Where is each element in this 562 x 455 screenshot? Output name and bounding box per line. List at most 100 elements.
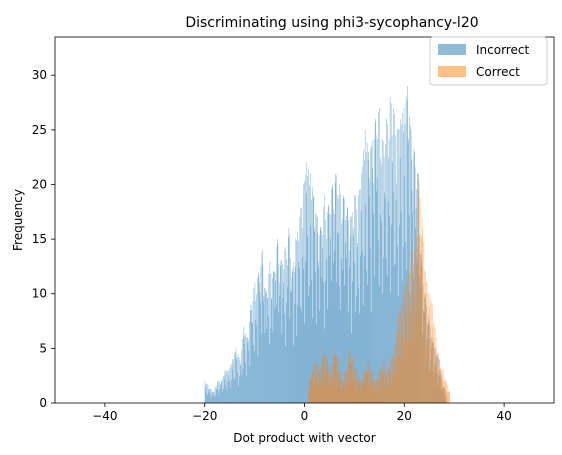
bar-correct — [410, 249, 412, 403]
bar-incorrect — [207, 395, 208, 403]
bar-incorrect — [233, 359, 234, 403]
bar-correct — [381, 376, 382, 403]
bar-incorrect — [268, 315, 269, 403]
bar-correct — [387, 386, 388, 403]
bar-correct — [432, 304, 433, 403]
bar-incorrect — [239, 375, 240, 403]
bar-incorrect — [233, 378, 235, 403]
bar-incorrect — [359, 313, 360, 403]
bar-correct — [440, 368, 441, 403]
bar-incorrect — [234, 353, 235, 403]
bar-correct — [409, 290, 410, 403]
bar-incorrect — [388, 157, 389, 403]
bar-incorrect — [389, 97, 391, 403]
bar-correct — [410, 315, 411, 403]
bar-correct — [411, 239, 413, 403]
bar-incorrect — [212, 393, 214, 403]
bar-incorrect — [369, 177, 370, 403]
bar-correct — [312, 370, 314, 403]
bar-correct — [404, 335, 405, 403]
bar-correct — [437, 351, 438, 403]
y-axis-label: Frequency — [11, 189, 25, 251]
x-tick-label: 0 — [301, 409, 309, 423]
bar-incorrect — [391, 135, 393, 403]
bar-correct — [335, 357, 337, 403]
bar-incorrect — [355, 295, 357, 403]
bar-correct — [426, 340, 427, 403]
bar-incorrect — [242, 368, 244, 403]
bar-correct — [342, 382, 344, 403]
bar-incorrect — [341, 224, 343, 403]
bar-correct — [390, 377, 392, 403]
bar-incorrect — [367, 159, 369, 403]
bar-correct — [413, 295, 415, 403]
bar-incorrect — [270, 274, 272, 403]
y-tick-label: 20 — [32, 177, 47, 191]
bar-incorrect — [363, 150, 364, 403]
bar-correct — [327, 367, 329, 403]
bar-incorrect — [309, 173, 311, 403]
bar-correct — [447, 391, 449, 403]
bar-correct — [400, 311, 401, 403]
bar-correct — [392, 354, 393, 403]
bar-incorrect — [257, 355, 259, 403]
bar-correct — [427, 348, 428, 403]
bar-correct — [373, 380, 375, 403]
bar-incorrect — [381, 138, 383, 404]
bar-incorrect — [249, 321, 250, 403]
bar-correct — [423, 241, 424, 403]
bar-correct — [328, 365, 330, 403]
bar-correct — [393, 358, 394, 403]
bar-incorrect — [381, 221, 382, 403]
bar-incorrect — [279, 282, 280, 403]
bar-incorrect — [333, 209, 335, 403]
bar-correct — [357, 385, 358, 403]
bar-incorrect — [285, 247, 287, 403]
bar-incorrect — [354, 195, 355, 403]
bar-correct — [397, 315, 399, 403]
bar-incorrect — [328, 206, 330, 403]
bar-incorrect — [232, 369, 234, 403]
bar-incorrect — [265, 288, 266, 403]
bar-correct — [399, 362, 401, 403]
bar-incorrect — [219, 389, 221, 403]
bar-correct — [449, 392, 450, 403]
bar-correct — [361, 384, 363, 403]
bar-incorrect — [396, 183, 397, 403]
bar-correct — [391, 384, 393, 403]
bar-incorrect — [344, 220, 346, 403]
bar-correct — [424, 293, 426, 403]
bar-incorrect — [325, 219, 327, 403]
bar-incorrect — [367, 284, 368, 403]
bar-correct — [406, 341, 408, 403]
bar-incorrect — [301, 311, 302, 403]
bar-correct — [444, 383, 446, 403]
bar-correct — [359, 391, 361, 403]
bar-incorrect — [298, 261, 300, 403]
bar-correct — [337, 376, 339, 403]
bar-incorrect — [230, 388, 231, 403]
bar-incorrect — [406, 99, 408, 404]
bar-incorrect — [374, 276, 375, 403]
bar-incorrect — [275, 273, 277, 403]
bar-correct — [405, 314, 407, 403]
bar-incorrect — [244, 336, 246, 403]
bar-incorrect — [259, 282, 260, 403]
bar-incorrect — [278, 312, 279, 403]
bar-incorrect — [380, 158, 381, 403]
bar-incorrect — [358, 189, 360, 403]
bar-incorrect — [411, 159, 412, 403]
bar-incorrect — [239, 359, 241, 403]
bar-incorrect — [399, 158, 401, 403]
bar-correct — [443, 385, 444, 403]
bar-incorrect — [370, 311, 372, 403]
bar-incorrect — [332, 262, 334, 403]
bar-correct — [321, 380, 323, 403]
bar-incorrect — [357, 195, 359, 403]
bar-correct — [351, 377, 353, 403]
bar-incorrect — [237, 354, 239, 403]
bar-incorrect — [217, 390, 219, 403]
bar-correct — [379, 368, 381, 403]
bar-incorrect — [214, 387, 216, 403]
x-axis-label: Dot product with vector — [233, 431, 375, 445]
